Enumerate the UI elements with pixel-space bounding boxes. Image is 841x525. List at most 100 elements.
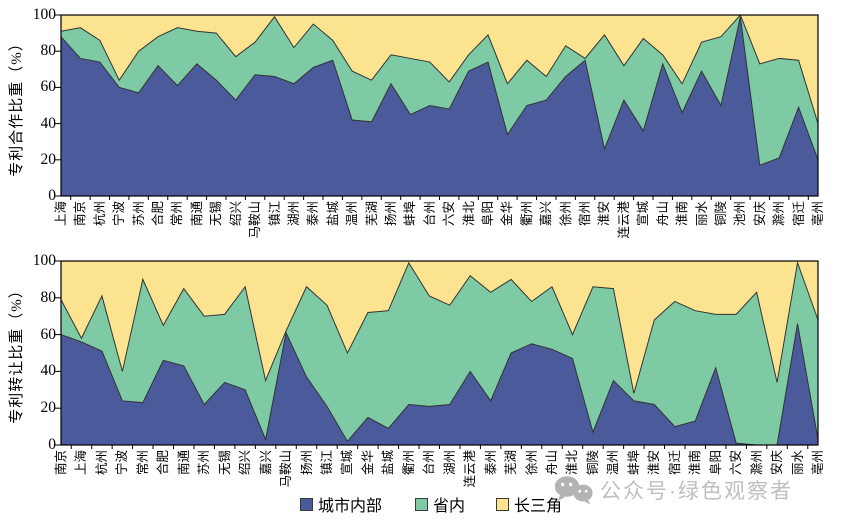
within-province-swatch-icon [415, 497, 428, 511]
patent-transfer-chart [55, 260, 819, 449]
city-label: 上海 [74, 450, 89, 476]
city-label: 安庆 [752, 201, 767, 227]
y-tick-label: 60 [40, 325, 57, 343]
area-within-city [61, 323, 818, 445]
city-label: 宁波 [112, 201, 127, 227]
city-label: 金华 [500, 201, 515, 227]
city-label: 湖州 [442, 450, 457, 476]
city-label: 宣城 [340, 450, 355, 476]
city-label: 滁州 [749, 450, 764, 476]
y-tick-label: 0 [48, 187, 56, 204]
city-label: 合肥 [151, 201, 166, 227]
city-label: 六安 [442, 201, 457, 227]
y-tick-label: 60 [40, 78, 57, 96]
city-label: 亳州 [811, 201, 825, 227]
legend-item-within-city: 城市内部 [300, 494, 383, 515]
city-label: 泰州 [306, 201, 321, 227]
y-tick-label: 40 [40, 362, 57, 380]
city-label: 淮北 [565, 450, 580, 476]
city-label: 马鞍山 [279, 450, 294, 488]
yangtze-delta-swatch-icon [496, 497, 509, 511]
city-label: 池州 [733, 201, 748, 227]
legend-label-within-city: 城市内部 [318, 498, 383, 515]
y-tick-label: 80 [40, 288, 57, 306]
city-boundary-line [60, 16, 819, 166]
city-label: 苏州 [131, 201, 146, 227]
city-label: 镇江 [267, 201, 282, 227]
city-label: 合肥 [156, 450, 171, 476]
city-label: 宿迁 [791, 201, 806, 227]
city-label: 台州 [422, 201, 437, 227]
y-tick-label: 80 [40, 42, 57, 60]
city-label: 蚌埠 [626, 450, 641, 476]
y-tick-label: 20 [40, 150, 57, 168]
patent-cooperation-chart [55, 14, 819, 200]
city-label: 衢州 [519, 201, 534, 227]
city-label: 蚌埠 [403, 201, 418, 227]
city-label: 上海 [54, 201, 68, 227]
legend-item-yangtze-delta: 长三角 [496, 494, 563, 515]
city-label: 舟山 [545, 450, 560, 476]
city-label: 阜阳 [481, 201, 496, 227]
city-label: 无锡 [217, 450, 232, 476]
city-label: 绍兴 [238, 450, 253, 476]
city-label: 宁波 [115, 450, 130, 476]
city-label: 湖州 [286, 201, 301, 227]
legend-label-within-province: 省内 [433, 498, 466, 515]
city-label: 扬州 [383, 201, 398, 227]
city-label: 宿迁 [667, 450, 682, 476]
city-label: 宿州 [578, 201, 593, 227]
city-label: 马鞍山 [248, 201, 263, 239]
city-label: 盐城 [381, 450, 396, 476]
city-label: 铜陵 [713, 201, 728, 227]
city-label: 淮安 [597, 201, 612, 227]
legend: 城市内部 省内 长三角 [0, 494, 841, 516]
city-label: 丽水 [790, 450, 805, 476]
area-within-city [61, 16, 818, 197]
city-label: 淮安 [647, 450, 662, 476]
city-label: 台州 [422, 450, 437, 476]
city-label: 芜湖 [504, 450, 519, 476]
city-label: 嘉兴 [258, 450, 273, 476]
within-city-swatch-icon [300, 497, 313, 511]
y-tick-label: 100 [32, 6, 56, 23]
city-label: 常州 [135, 450, 150, 476]
city-label: 阜阳 [708, 450, 723, 476]
city-label: 南京 [73, 201, 88, 227]
city-label: 连云港 [463, 450, 478, 488]
city-label: 丽水 [694, 201, 709, 227]
city-label: 镇江 [319, 450, 334, 476]
city-label: 泰州 [483, 450, 498, 476]
city-label: 金华 [360, 450, 375, 476]
province-boundary-line [60, 14, 819, 124]
city-label: 安庆 [770, 450, 785, 476]
y-tick-label: 100 [32, 252, 56, 269]
city-label: 淮北 [461, 201, 476, 227]
city-label: 南通 [176, 450, 191, 476]
city-label: 亳州 [811, 450, 825, 476]
city-label: 苏州 [197, 450, 212, 476]
city-label: 芜湖 [364, 201, 379, 227]
city-label: 徐州 [524, 450, 539, 476]
city-label: 嘉兴 [539, 201, 554, 227]
city-label: 连云港 [616, 201, 631, 239]
legend-item-within-province: 省内 [415, 494, 466, 515]
y-tick-label: 40 [40, 114, 57, 132]
legend-label-yangtze-delta: 长三角 [514, 498, 563, 515]
city-label: 六安 [729, 450, 744, 476]
city-label: 杭州 [94, 450, 109, 476]
city-label: 徐州 [558, 201, 573, 227]
city-label: 盐城 [325, 201, 340, 227]
city-label: 温州 [606, 450, 621, 476]
y-tick-label: 0 [48, 436, 56, 453]
city-label: 杭州 [92, 201, 107, 227]
province-boundary-line [60, 260, 819, 394]
city-label: 南通 [189, 201, 204, 227]
city-label: 无锡 [209, 201, 224, 227]
city-label: 滁州 [772, 201, 787, 227]
city-label: 淮南 [688, 450, 703, 476]
city-label: 衢州 [401, 450, 416, 476]
city-label: 舟山 [655, 201, 670, 227]
city-label: 绍兴 [228, 201, 243, 227]
